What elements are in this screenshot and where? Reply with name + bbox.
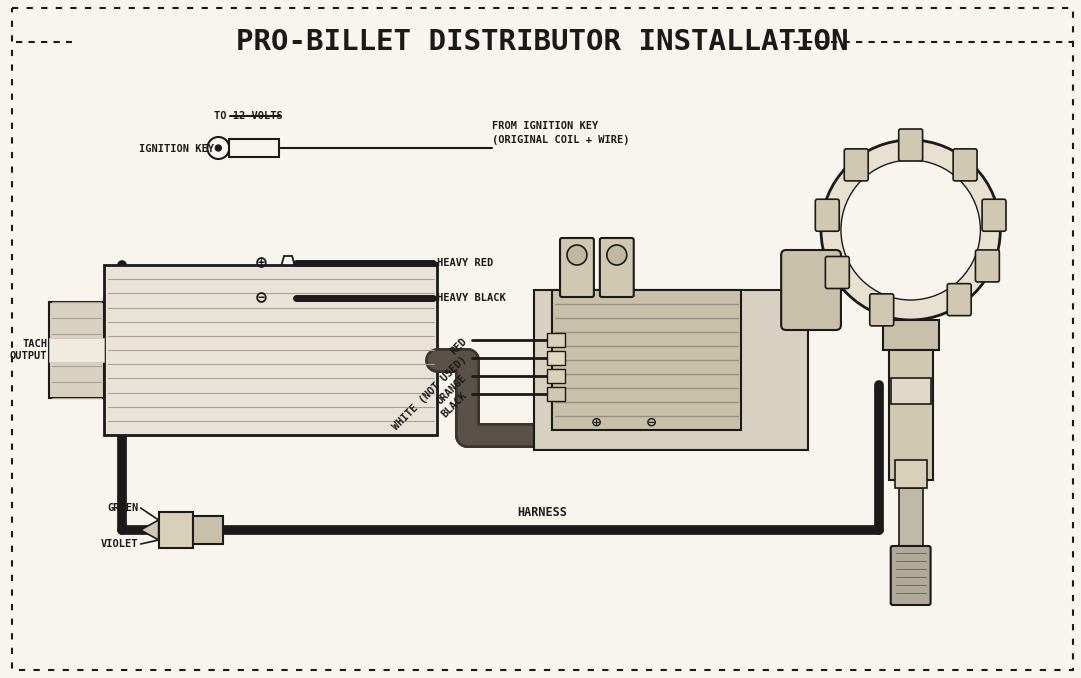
Text: HEAVY BLACK: HEAVY BLACK	[438, 293, 506, 303]
Text: WHITE (NOT USED): WHITE (NOT USED)	[391, 355, 469, 433]
Text: BLACK: BLACK	[440, 391, 469, 420]
Text: PRO-BILLET DISTRIBUTOR INSTALLATION: PRO-BILLET DISTRIBUTOR INSTALLATION	[236, 28, 849, 56]
Circle shape	[606, 245, 627, 265]
Text: (ORIGINAL COIL + WIRE): (ORIGINAL COIL + WIRE)	[492, 135, 630, 145]
Bar	[883, 320, 938, 350]
Text: TO 12 VOLTS: TO 12 VOLTS	[214, 111, 283, 121]
FancyBboxPatch shape	[844, 149, 868, 181]
Text: ⊖: ⊖	[256, 289, 267, 307]
Bar	[895, 460, 926, 488]
FancyBboxPatch shape	[826, 256, 850, 289]
Text: RED: RED	[449, 336, 469, 357]
Circle shape	[215, 145, 222, 151]
Text: FROM IGNITION KEY: FROM IGNITION KEY	[492, 121, 599, 131]
Text: HEAVY RED: HEAVY RED	[438, 258, 494, 268]
Text: ⊕: ⊕	[256, 254, 267, 272]
Bar	[547, 369, 565, 383]
Bar	[193, 516, 224, 544]
Circle shape	[208, 137, 229, 159]
Bar	[552, 290, 742, 430]
Text: VIOLET: VIOLET	[102, 539, 138, 549]
Text: ⊖: ⊖	[648, 414, 656, 429]
Circle shape	[841, 160, 980, 300]
FancyBboxPatch shape	[953, 149, 977, 181]
Bar	[891, 378, 931, 404]
Bar	[534, 290, 809, 450]
Bar	[49, 338, 104, 362]
Bar	[889, 350, 933, 480]
Circle shape	[820, 140, 1000, 320]
FancyBboxPatch shape	[560, 238, 593, 297]
FancyBboxPatch shape	[782, 250, 841, 330]
Text: HARNESS: HARNESS	[517, 506, 568, 519]
Text: ORANGE: ORANGE	[436, 372, 469, 406]
FancyBboxPatch shape	[891, 546, 931, 605]
Bar	[547, 387, 565, 401]
Text: TACH
OUTPUT: TACH OUTPUT	[10, 339, 46, 361]
Bar	[229, 139, 279, 157]
FancyBboxPatch shape	[898, 129, 922, 161]
FancyBboxPatch shape	[870, 294, 894, 326]
Text: ⊕: ⊕	[592, 414, 601, 429]
Bar	[159, 512, 193, 548]
Bar	[104, 265, 438, 435]
Bar	[547, 351, 565, 365]
Text: GREEN: GREEN	[107, 503, 138, 513]
FancyBboxPatch shape	[947, 283, 971, 316]
FancyBboxPatch shape	[600, 238, 633, 297]
Text: IGNITION KEY: IGNITION KEY	[139, 144, 214, 154]
FancyBboxPatch shape	[983, 199, 1006, 231]
Bar	[49, 302, 104, 398]
Bar	[547, 333, 565, 347]
Bar	[898, 488, 922, 548]
FancyBboxPatch shape	[975, 250, 999, 282]
Circle shape	[568, 245, 587, 265]
FancyBboxPatch shape	[815, 199, 839, 231]
Polygon shape	[141, 520, 159, 540]
